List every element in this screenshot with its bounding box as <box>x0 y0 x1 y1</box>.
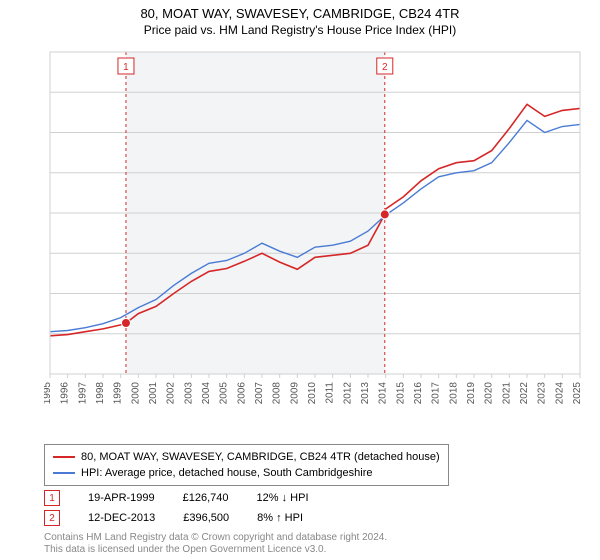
svg-text:2018: 2018 <box>448 382 459 405</box>
svg-text:2005: 2005 <box>219 382 230 405</box>
svg-text:2011: 2011 <box>325 382 336 404</box>
attribution-line2: This data is licensed under the Open Gov… <box>44 544 387 556</box>
sale-date-2: 12-DEC-2013 <box>88 512 155 524</box>
legend-row-property: 80, MOAT WAY, SWAVESEY, CAMBRIDGE, CB24 … <box>53 449 440 465</box>
sale-marker-badge-2: 2 <box>44 510 60 526</box>
sale-date-1: 19-APR-1999 <box>88 492 155 504</box>
svg-text:2021: 2021 <box>501 382 512 405</box>
legend-box: 80, MOAT WAY, SWAVESEY, CAMBRIDGE, CB24 … <box>44 444 449 486</box>
svg-text:2013: 2013 <box>360 382 371 405</box>
sale-row-1: 1 19-APR-1999 £126,740 12% ↓ HPI <box>44 490 309 506</box>
legend-swatch-property <box>53 456 75 458</box>
chart-svg: £0£100K£200K£300K£400K£500K£600K£700K£80… <box>44 48 584 408</box>
svg-text:2017: 2017 <box>431 382 442 405</box>
legend-row-hpi: HPI: Average price, detached house, Sout… <box>53 465 440 481</box>
svg-text:2003: 2003 <box>183 382 194 405</box>
svg-text:2: 2 <box>382 62 388 73</box>
sale-price-1: £126,740 <box>183 492 229 504</box>
svg-text:2010: 2010 <box>307 382 318 405</box>
sale-row-2: 2 12-DEC-2013 £396,500 8% ↑ HPI <box>44 510 303 526</box>
attribution-line1: Contains HM Land Registry data © Crown c… <box>44 532 387 544</box>
title-block: 80, MOAT WAY, SWAVESEY, CAMBRIDGE, CB24 … <box>0 0 600 37</box>
svg-text:2006: 2006 <box>236 382 247 405</box>
svg-text:1999: 1999 <box>113 382 124 405</box>
svg-text:2004: 2004 <box>201 382 212 405</box>
svg-text:2023: 2023 <box>537 382 548 405</box>
svg-text:1997: 1997 <box>77 382 88 405</box>
svg-text:2012: 2012 <box>342 382 353 405</box>
svg-text:2015: 2015 <box>395 382 406 405</box>
legend-label-property: 80, MOAT WAY, SWAVESEY, CAMBRIDGE, CB24 … <box>81 451 440 463</box>
sale-delta-2: 8% ↑ HPI <box>257 512 303 524</box>
svg-text:1: 1 <box>123 62 129 73</box>
title-line1: 80, MOAT WAY, SWAVESEY, CAMBRIDGE, CB24 … <box>0 6 600 21</box>
chart-area: £0£100K£200K£300K£400K£500K£600K£700K£80… <box>44 48 584 408</box>
svg-text:2000: 2000 <box>130 382 141 405</box>
svg-text:2002: 2002 <box>166 382 177 405</box>
sale-price-2: £396,500 <box>183 512 229 524</box>
svg-text:2022: 2022 <box>519 382 530 405</box>
legend-swatch-hpi <box>53 472 75 474</box>
title-line2: Price paid vs. HM Land Registry's House … <box>0 23 600 37</box>
svg-text:2001: 2001 <box>148 382 159 405</box>
svg-text:2024: 2024 <box>554 382 565 405</box>
svg-text:2016: 2016 <box>413 382 424 405</box>
svg-text:2008: 2008 <box>272 382 283 405</box>
svg-text:2007: 2007 <box>254 382 265 405</box>
svg-text:2009: 2009 <box>289 382 300 405</box>
svg-text:1995: 1995 <box>44 382 53 405</box>
svg-text:2025: 2025 <box>572 382 583 405</box>
attribution: Contains HM Land Registry data © Crown c… <box>44 532 387 556</box>
legend-label-hpi: HPI: Average price, detached house, Sout… <box>81 467 372 479</box>
sale-delta-1: 12% ↓ HPI <box>257 492 309 504</box>
sale-marker-badge-1: 1 <box>44 490 60 506</box>
svg-text:2020: 2020 <box>484 382 495 405</box>
svg-text:1998: 1998 <box>95 382 106 405</box>
svg-text:1996: 1996 <box>60 382 71 405</box>
chart-container: 80, MOAT WAY, SWAVESEY, CAMBRIDGE, CB24 … <box>0 0 600 560</box>
svg-text:2019: 2019 <box>466 382 477 405</box>
svg-text:2014: 2014 <box>378 382 389 405</box>
